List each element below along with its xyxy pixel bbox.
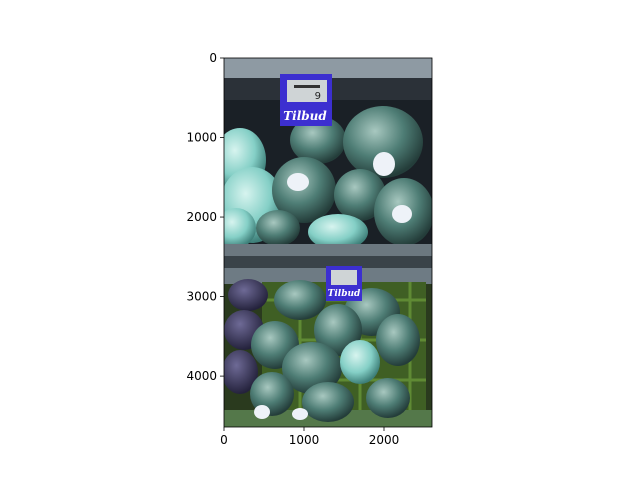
x-axis: 0 1000 2000	[220, 427, 399, 447]
axes-frame	[223, 57, 433, 428]
lower-price-label: Tilbud	[326, 266, 362, 301]
y-tick-label: 3000	[186, 290, 217, 304]
middle-shelf	[224, 244, 432, 256]
x-tick-label: 2000	[369, 433, 400, 447]
y-tick-label: 4000	[186, 369, 217, 383]
top-shelf-edge	[224, 58, 432, 78]
upper-brand-text: Tilbud	[283, 109, 327, 123]
y-tick-label: 1000	[186, 131, 217, 145]
upper-price-label: 9 Tilbud	[280, 74, 332, 126]
lower-brand-text: Tilbud	[328, 289, 361, 299]
y-tick-label: 2000	[186, 210, 217, 224]
y-tick-label: 0	[209, 51, 217, 65]
product-photo: 9 Tilbud Tilbud	[224, 58, 432, 427]
broccoli-head	[290, 116, 346, 164]
y-axis: 0 1000 2000 3000 4000	[186, 51, 224, 383]
x-tick-label: 1000	[289, 433, 320, 447]
x-tick-label: 0	[220, 433, 228, 447]
upper-price-value: 9	[315, 91, 321, 102]
product-sticker	[287, 173, 309, 191]
red-cabbage	[228, 279, 268, 311]
